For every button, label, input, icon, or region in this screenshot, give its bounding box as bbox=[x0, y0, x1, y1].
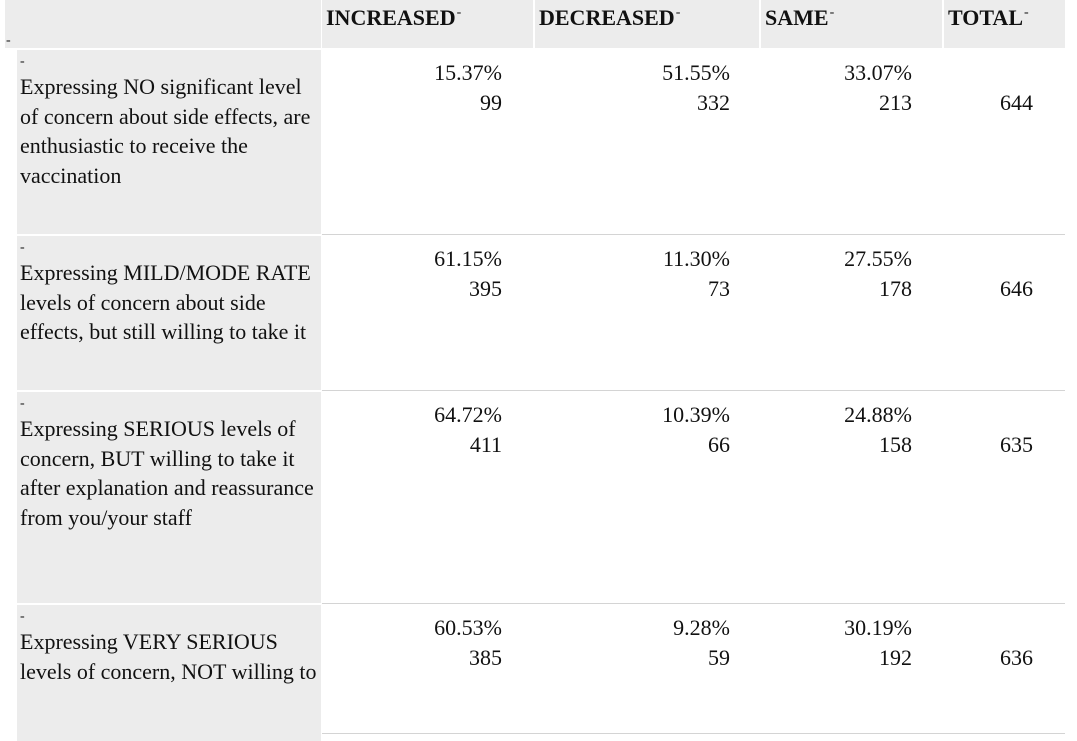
row-marker: - bbox=[20, 240, 25, 255]
same-pct: 27.55% bbox=[844, 246, 912, 271]
row-label-cell: - Expressing SERIOUS levels of concern, … bbox=[17, 392, 321, 603]
increased-cell: 61.15% 395 bbox=[322, 244, 502, 304]
header-corner-marker: - bbox=[6, 33, 11, 48]
decreased-count: 59 bbox=[708, 645, 730, 670]
increased-pct: 61.15% bbox=[434, 246, 502, 271]
increased-cell: 60.53% 385 bbox=[322, 613, 502, 673]
header-corner-cell: - bbox=[5, 0, 321, 48]
row-label-cell: - Expressing NO significant level of con… bbox=[17, 50, 321, 234]
table-row: - Expressing NO significant level of con… bbox=[0, 50, 1077, 234]
row-label: Expressing NO significant level of conce… bbox=[20, 74, 311, 188]
total-cell: 635 bbox=[944, 430, 1033, 460]
increased-pct: 15.37% bbox=[434, 60, 502, 85]
header-same: SAME- bbox=[761, 0, 942, 48]
total-value: 636 bbox=[1000, 645, 1033, 670]
same-cell: 30.19% 192 bbox=[761, 613, 912, 673]
decreased-cell: 10.39% 66 bbox=[535, 400, 730, 460]
table-row: - Expressing MILD/MODE RATE levels of co… bbox=[0, 236, 1077, 390]
row-label-cell: - Expressing MILD/MODE RATE levels of co… bbox=[17, 236, 321, 390]
decreased-count: 332 bbox=[697, 90, 730, 115]
header-same-label: SAME bbox=[765, 5, 829, 30]
increased-count: 411 bbox=[469, 432, 502, 457]
decreased-cell: 51.55% 332 bbox=[535, 58, 730, 118]
decreased-pct: 10.39% bbox=[662, 402, 730, 427]
decreased-pct: 9.28% bbox=[673, 615, 730, 640]
decreased-cell: 11.30% 73 bbox=[535, 244, 730, 304]
row-label: Expressing MILD/MODE RATE levels of conc… bbox=[20, 260, 311, 344]
total-value: 644 bbox=[1000, 90, 1033, 115]
row-divider bbox=[322, 390, 1065, 391]
header-decreased-label: DECREASED bbox=[539, 5, 675, 30]
increased-cell: 15.37% 99 bbox=[322, 58, 502, 118]
same-count: 158 bbox=[879, 432, 912, 457]
increased-pct: 60.53% bbox=[434, 615, 502, 640]
decreased-pct: 51.55% bbox=[662, 60, 730, 85]
decreased-count: 73 bbox=[708, 276, 730, 301]
total-cell: 646 bbox=[944, 274, 1033, 304]
row-divider bbox=[322, 603, 1065, 604]
header-increased-label: INCREASED bbox=[326, 5, 456, 30]
header-total-label: TOTAL bbox=[948, 5, 1023, 30]
same-count: 192 bbox=[879, 645, 912, 670]
table-row: - Expressing VERY SERIOUS levels of conc… bbox=[0, 605, 1077, 741]
increased-count: 395 bbox=[469, 276, 502, 301]
same-count: 178 bbox=[879, 276, 912, 301]
increased-pct: 64.72% bbox=[434, 402, 502, 427]
same-count: 213 bbox=[879, 90, 912, 115]
row-label: Expressing VERY SERIOUS levels of concer… bbox=[20, 629, 317, 684]
total-value: 635 bbox=[1000, 432, 1033, 457]
header-total: TOTAL- bbox=[944, 0, 1065, 48]
increased-count: 99 bbox=[480, 90, 502, 115]
total-cell: 636 bbox=[944, 643, 1033, 673]
same-pct: 33.07% bbox=[844, 60, 912, 85]
header-decreased-marker: - bbox=[675, 5, 681, 20]
row-marker: - bbox=[20, 396, 25, 411]
same-pct: 30.19% bbox=[844, 615, 912, 640]
same-pct: 24.88% bbox=[844, 402, 912, 427]
same-cell: 33.07% 213 bbox=[761, 58, 912, 118]
same-cell: 27.55% 178 bbox=[761, 244, 912, 304]
same-cell: 24.88% 158 bbox=[761, 400, 912, 460]
table-row: - Expressing SERIOUS levels of concern, … bbox=[0, 392, 1077, 603]
row-divider bbox=[322, 234, 1065, 235]
row-marker: - bbox=[20, 54, 25, 69]
decreased-cell: 9.28% 59 bbox=[535, 613, 730, 673]
decreased-count: 66 bbox=[708, 432, 730, 457]
row-divider bbox=[322, 733, 1065, 734]
increased-cell: 64.72% 411 bbox=[322, 400, 502, 460]
row-marker: - bbox=[20, 609, 25, 624]
total-cell: 644 bbox=[944, 88, 1033, 118]
increased-count: 385 bbox=[469, 645, 502, 670]
total-value: 646 bbox=[1000, 276, 1033, 301]
header-decreased: DECREASED- bbox=[535, 0, 759, 48]
row-label: Expressing SERIOUS levels of concern, BU… bbox=[20, 416, 314, 530]
table-header-row: - INCREASED- DECREASED- SAME- TOTAL- bbox=[0, 0, 1077, 49]
header-increased: INCREASED- bbox=[322, 0, 533, 48]
header-total-marker: - bbox=[1024, 5, 1029, 20]
header-increased-marker: - bbox=[456, 5, 462, 20]
row-label-cell: - Expressing VERY SERIOUS levels of conc… bbox=[17, 605, 321, 741]
header-same-marker: - bbox=[829, 5, 835, 20]
decreased-pct: 11.30% bbox=[662, 246, 730, 271]
